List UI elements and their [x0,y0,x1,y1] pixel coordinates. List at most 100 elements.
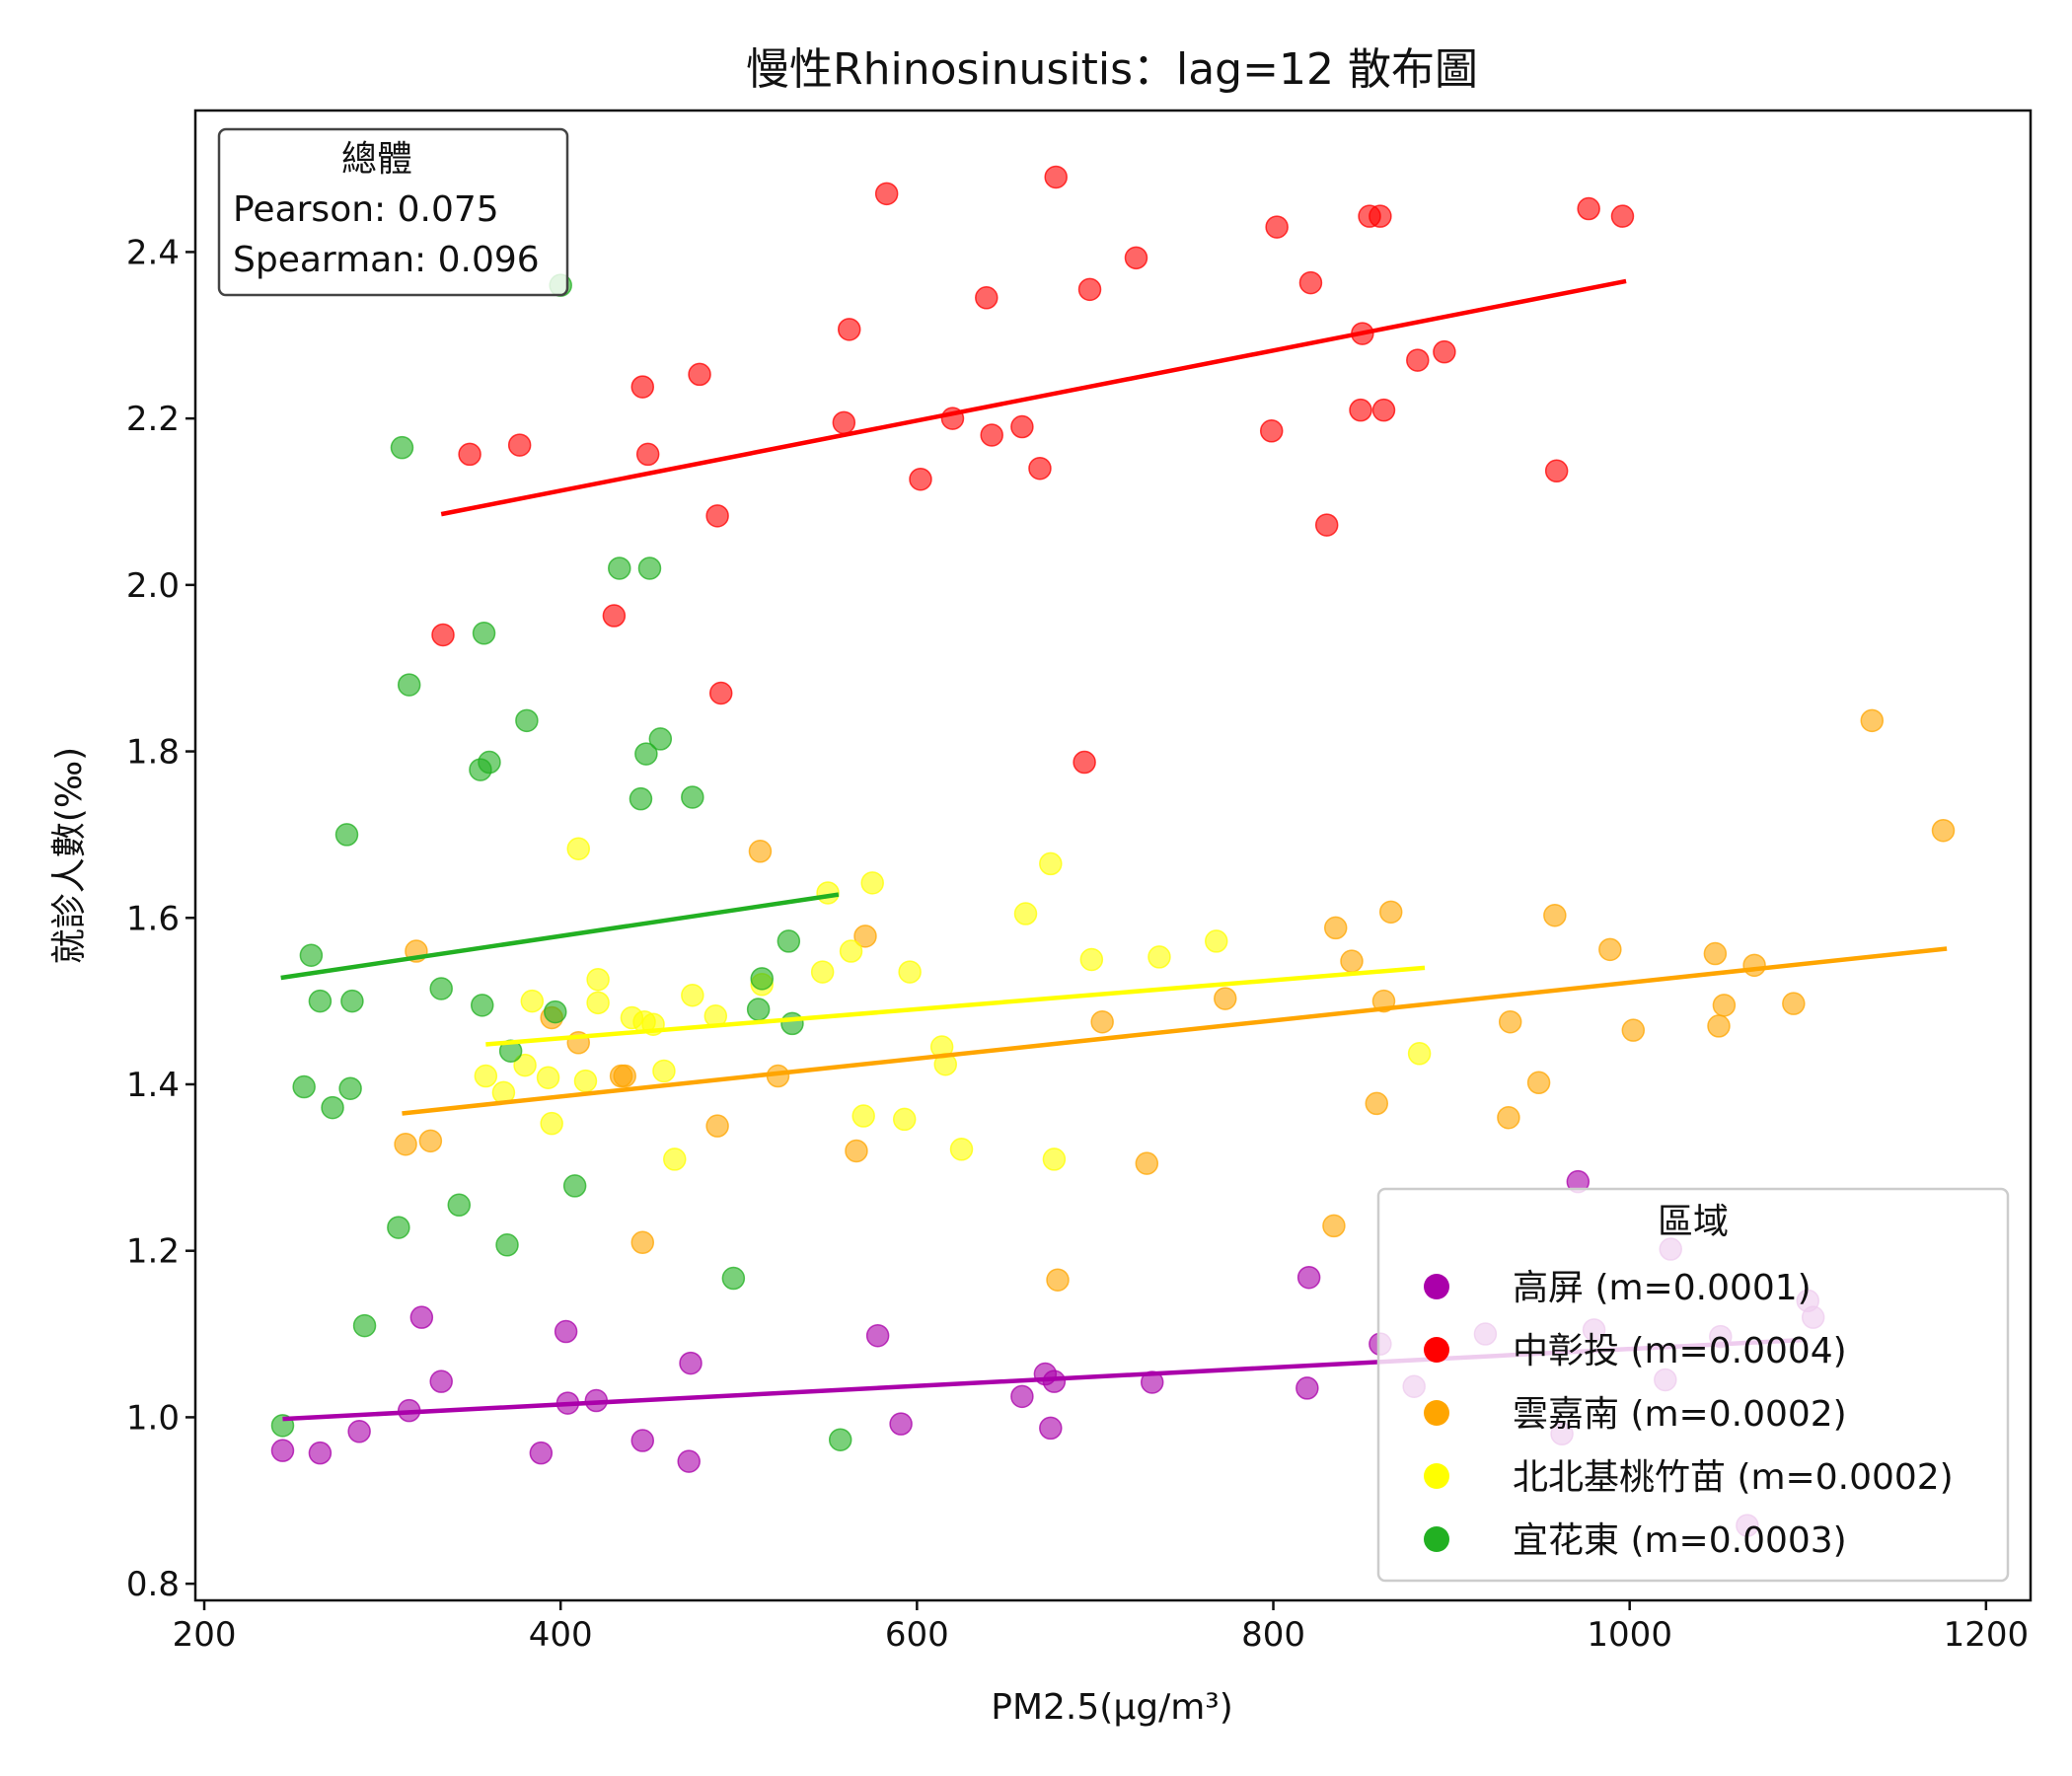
data-point [949,1138,974,1161]
data-point [1079,947,1104,972]
data-point [828,1428,852,1451]
data-point [1298,270,1323,295]
data-point [1140,1370,1164,1394]
data-point [851,1104,875,1128]
data-point [1712,994,1737,1017]
data-point [1322,1214,1346,1238]
data-point [338,1076,362,1100]
legend-label: 北北基桃竹苗 (m=0.0002) [1513,1457,1954,1498]
legend-label: 中彰投 (m=0.0004) [1513,1331,1847,1371]
data-point [909,467,932,491]
data-point [635,442,660,467]
trend-line-1 [440,278,1627,517]
legend-marker [1424,1337,1449,1363]
plot-frame [193,109,2033,1602]
data-point [390,435,414,460]
data-point [1931,818,1956,843]
data-point [1042,1147,1067,1171]
data-point [1010,1384,1034,1409]
legend: 區域 高屏 (m=0.0001) 中彰投 (m=0.0004) 雲嘉南 (m=0.0… [1376,1187,2010,1583]
data-point [837,318,861,341]
data-point [431,623,455,647]
y-tick-label: 2.0 [126,566,180,606]
x-tick-label: 200 [173,1615,237,1655]
data-point [1407,1042,1432,1066]
y-tick-label: 1.0 [126,1398,180,1438]
data-point [853,925,877,948]
data-point [980,423,1003,447]
data-point [975,286,999,310]
data-point [352,1313,377,1338]
legend-label: 宜花東 (m=0.0003) [1513,1520,1847,1561]
data-point [470,994,494,1017]
data-point [1147,945,1171,969]
data-point [586,967,610,992]
x-axis-ticks: 200 400 600 800 1000 1200 [173,1600,2029,1655]
data-point [705,1114,729,1138]
data-point [1742,953,1766,978]
data-point [677,1449,701,1473]
data-point [394,1132,417,1156]
legend-label: 雲嘉南 (m=0.0002) [1513,1394,1847,1435]
data-point [845,1139,868,1163]
y-axis-label: 就診人數(‰) [49,747,90,964]
data-point [529,1441,554,1465]
stats-box-title: 總體 [341,139,412,180]
data-point [562,1174,587,1198]
data-point [347,1420,371,1443]
data-point [629,786,653,811]
data-point [865,1323,890,1348]
data-point [1433,339,1456,364]
data-point [613,1064,636,1088]
x-axis-label: PM2.5(μg/m³) [991,1687,1233,1728]
data-point [1073,750,1096,775]
data-point [536,1066,560,1089]
data-point [1046,1268,1070,1292]
data-point [520,989,545,1013]
data-point [554,1319,578,1344]
legend-items: 高屏 (m=0.0001) 中彰投 (m=0.0004) 雲嘉南 (m=0.0002… [1424,1268,1954,1561]
data-point [1314,513,1339,537]
data-point [1369,204,1392,228]
data-point [515,708,539,733]
trend-line-4 [280,892,840,981]
data-point [573,1069,598,1093]
data-point [1543,903,1567,927]
data-point [679,1351,703,1375]
data-point [1028,456,1052,481]
data-point [1621,1018,1646,1042]
data-point [1371,398,1396,422]
data-point [1135,1151,1159,1175]
stats-pearson: Pearson: 0.075 [233,189,499,230]
data-point [1077,277,1102,302]
data-point [898,960,922,984]
data-point [637,556,662,580]
data-point [839,939,863,963]
data-point [777,929,801,953]
data-point [1259,419,1284,443]
data-point [1090,1009,1114,1034]
data-point [652,1059,676,1083]
data-point [630,1230,655,1255]
data-point [1204,929,1228,953]
x-tick-label: 800 [1241,1615,1305,1655]
data-point [630,1429,655,1452]
data-point [780,1011,804,1036]
data-point [750,967,775,991]
data-point [409,1305,434,1329]
y-tick-label: 1.8 [126,733,180,773]
data-point [1610,204,1635,228]
data-point [681,983,704,1007]
chart-title: 慢性Rhinosinusitis：lag=12 散布圖 [746,44,1478,95]
data-point [630,375,655,399]
data-point [1406,348,1430,372]
data-point [429,1369,453,1393]
legend-frame [1376,1187,2010,1583]
data-point [1044,165,1068,189]
y-tick-label: 1.4 [126,1066,180,1105]
data-point [397,673,421,697]
data-point [1349,398,1372,422]
data-point [1296,1265,1321,1290]
data-point [1782,992,1806,1015]
data-point [1340,949,1364,973]
